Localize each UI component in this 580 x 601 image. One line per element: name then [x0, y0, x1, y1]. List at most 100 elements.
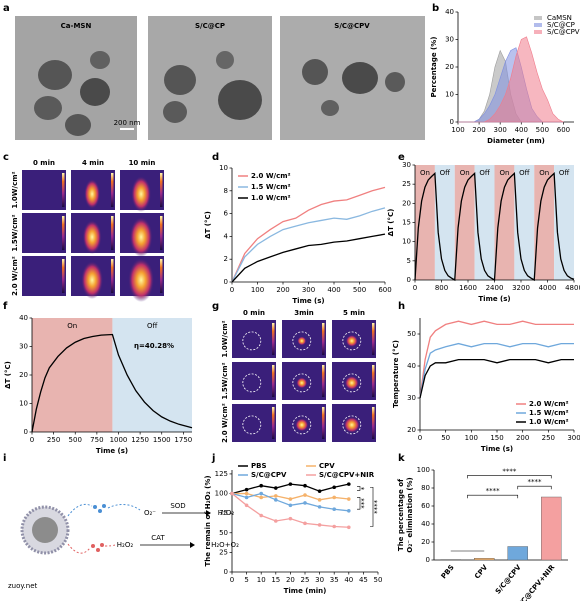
- watermark: zuoy.net: [8, 582, 38, 590]
- marker: [303, 521, 307, 526]
- legend-label: CaMSN: [547, 14, 572, 22]
- marker: [288, 516, 293, 521]
- legend-label: 2.0 W/cm²: [529, 400, 569, 408]
- region-label: On: [460, 169, 470, 177]
- color-bar: [111, 173, 114, 207]
- x-tick-label: 40: [344, 576, 353, 584]
- color-bar: [111, 259, 114, 293]
- panel-label: k: [398, 453, 405, 464]
- y-tick-label: 50: [407, 330, 416, 338]
- y-tick-label: 0: [24, 428, 28, 436]
- thermal-image: [232, 404, 276, 442]
- bar: [541, 496, 562, 561]
- row-label: 2.0 W/cm²: [11, 256, 19, 296]
- hot-spot: [295, 418, 309, 432]
- x-tick-label: 4000: [539, 284, 557, 292]
- marker: [303, 501, 307, 505]
- x-tick-label: 0: [230, 286, 234, 294]
- x-tick-label: 250: [542, 434, 555, 442]
- line: [419, 342, 574, 399]
- scheme: [20, 503, 211, 555]
- marker: [317, 505, 322, 509]
- y-tick-label: 100: [215, 490, 228, 498]
- panel-label: a: [3, 3, 10, 14]
- color-bar: [272, 323, 275, 355]
- y-axis-label: Temperature (°C): [392, 340, 400, 408]
- marker: [347, 525, 351, 530]
- legend-label: 1.5 W/cm²: [251, 183, 291, 191]
- region-label: Off: [519, 169, 530, 177]
- x-tick-label: CPV: [473, 563, 490, 581]
- region-label: Off: [440, 169, 451, 177]
- marker: [347, 497, 351, 501]
- y-tick-label: 75: [219, 509, 228, 517]
- area: [458, 36, 564, 123]
- scheme-label: H₂O₂: [117, 541, 134, 549]
- x-tick-label: 0: [230, 576, 234, 584]
- y-tick-label: 8: [224, 187, 228, 195]
- legend-swatch: [534, 30, 542, 34]
- thermal-image: [232, 320, 276, 358]
- x-tick-label: 25: [301, 576, 310, 584]
- x-tick-label: 200: [516, 434, 529, 442]
- y-tick-label: 30: [445, 36, 454, 44]
- marker: [244, 491, 249, 496]
- region: [454, 165, 475, 280]
- x-tick-label: 0: [413, 284, 417, 292]
- row-label: 1.5W/cm²: [11, 214, 19, 251]
- color-bar: [372, 407, 375, 439]
- marker: [332, 524, 337, 529]
- marker: [347, 482, 351, 486]
- scheme-label: CAT: [151, 534, 165, 542]
- y-tick-label: 15: [402, 219, 411, 227]
- y-tick-label: 10: [445, 91, 454, 99]
- significance: ****: [502, 467, 517, 475]
- tem-images: [15, 16, 425, 140]
- column-header: 0 min: [33, 159, 55, 167]
- x-tick-label: 300: [567, 434, 580, 442]
- y-axis-label: ΔT (°C): [387, 209, 395, 237]
- panel-label: c: [3, 152, 9, 163]
- x-tick-label: 1750: [174, 436, 192, 444]
- x-axis-label: Time (s): [481, 445, 513, 453]
- line: [419, 358, 574, 399]
- marker: [317, 523, 322, 527]
- x-tick-label: 2400: [486, 284, 504, 292]
- significance-bracket: [357, 486, 361, 491]
- region: [434, 165, 455, 280]
- x-tick-label: 500: [69, 436, 82, 444]
- x-tick-label: 750: [90, 436, 103, 444]
- legend-label: S/C@CPV: [251, 471, 287, 479]
- color-bar: [322, 323, 325, 355]
- color-bar: [160, 216, 163, 250]
- x-tick-label: 600: [378, 286, 391, 294]
- marker: [288, 497, 293, 501]
- tumor-outline: [292, 331, 312, 351]
- legend-label: 1.0 W/cm²: [251, 194, 291, 202]
- x-tick-label: 250: [47, 436, 60, 444]
- y-tick-label: 80: [421, 484, 430, 492]
- x-tick-label: 500: [353, 286, 366, 294]
- color-bar: [272, 365, 275, 397]
- color-bar: [160, 173, 163, 207]
- panel-label: f: [3, 301, 8, 312]
- significance-bracket: [357, 497, 361, 510]
- tumor-outline: [242, 331, 262, 351]
- line: [414, 172, 575, 282]
- x-tick-label: PBS: [440, 563, 456, 580]
- legend-label: 1.5 W/cm²: [529, 409, 569, 417]
- tumor-outline: [342, 331, 362, 351]
- y-tick-label: 0: [224, 568, 228, 576]
- x-tick-label: 300: [302, 286, 315, 294]
- y-tick-label: 40: [19, 314, 28, 322]
- marker: [332, 485, 337, 490]
- y-axis-label: Percentage (%): [430, 37, 438, 98]
- column-header: 4 min: [82, 159, 104, 167]
- hot-spot: [84, 179, 101, 209]
- x-tick-label: 400: [327, 286, 340, 294]
- x-tick-label: 150: [490, 434, 503, 442]
- row-label: 1.0W/cm²: [11, 171, 19, 208]
- y-tick-label: 4: [224, 232, 229, 240]
- significance-bracket: [467, 475, 552, 479]
- x-tick-label: 50: [441, 434, 450, 442]
